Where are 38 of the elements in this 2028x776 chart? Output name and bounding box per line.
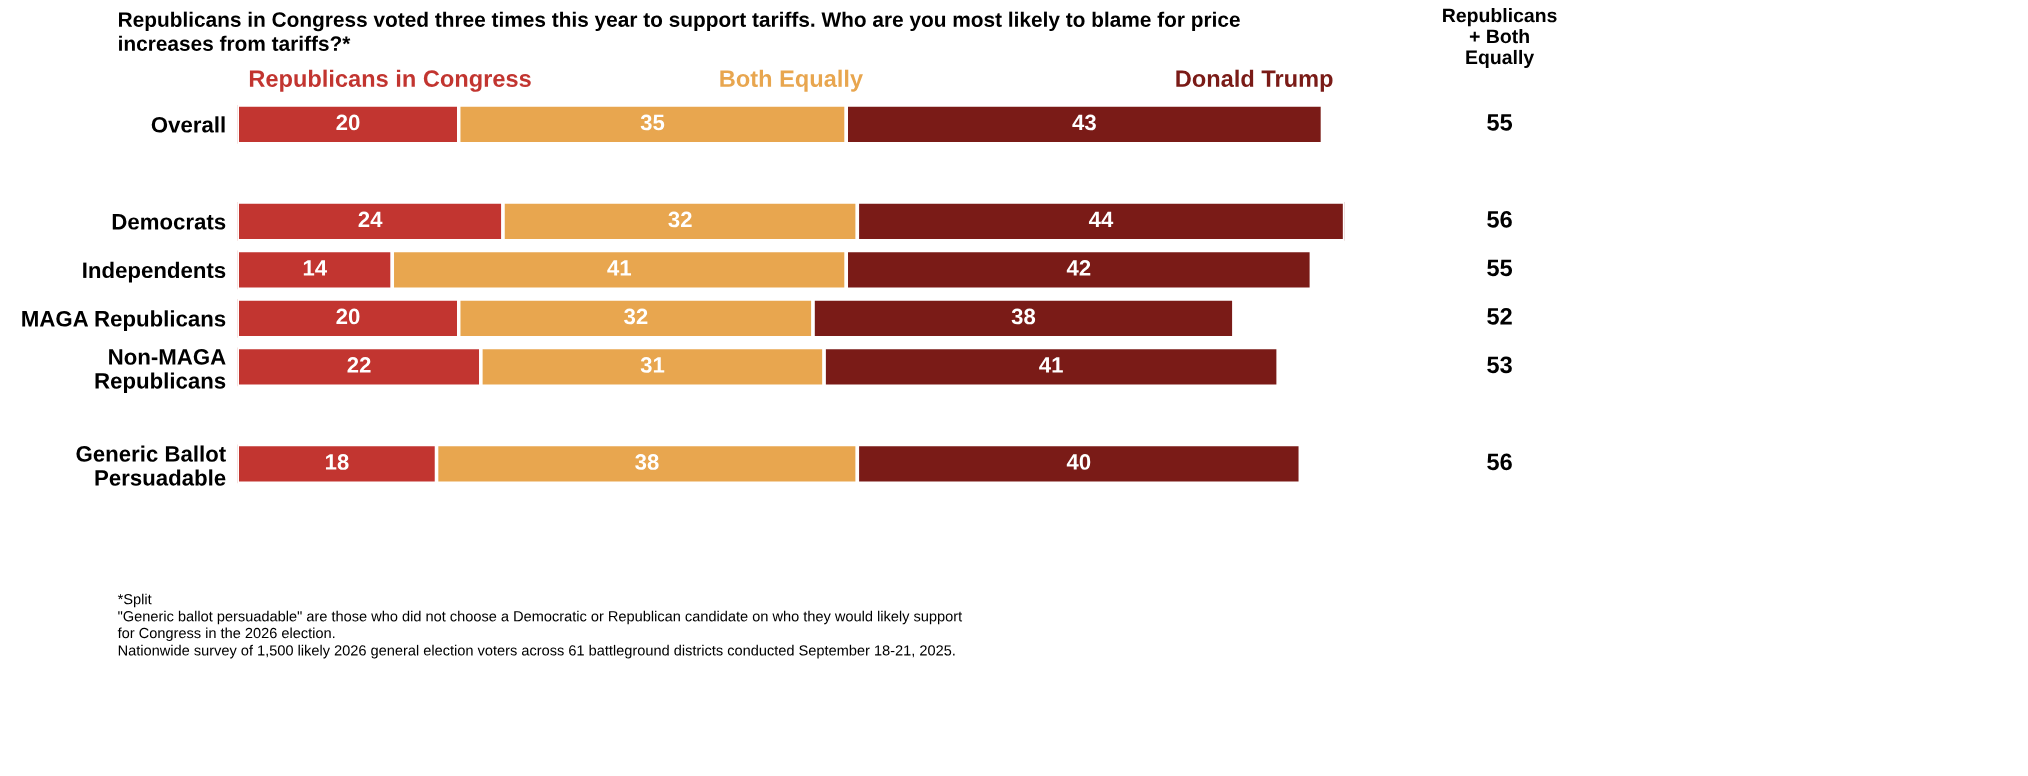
y-tick-label: Overall xyxy=(151,116,225,133)
y-tick-label: MAGA Republicans xyxy=(22,310,226,332)
data-label: 38 xyxy=(635,454,659,470)
data-label: 41 xyxy=(607,260,632,276)
text: 55 xyxy=(1487,259,1513,277)
series-label: Donald Trump xyxy=(1176,69,1333,92)
data-label: 38 xyxy=(1011,308,1036,325)
text: "Generic ballot persuadable" are those who did not choose a Democratic or Republican candidate on who they would likely support for Congress in the 2026 election. xyxy=(117,610,963,642)
data-label: 31 xyxy=(640,357,665,373)
text: 52 xyxy=(1487,307,1512,325)
data-label: 24 xyxy=(358,211,383,228)
y-tick-label: Generic Ballot Persuadable xyxy=(76,445,226,486)
data-label: 20 xyxy=(336,308,360,325)
data-label: 42 xyxy=(1066,260,1091,276)
text: 56 xyxy=(1487,210,1512,228)
y-tick-label: Independents xyxy=(83,261,226,283)
data-label: 44 xyxy=(1088,211,1114,228)
text: Nationwide survey of 1,500 likely 2026 general election voters across 61 battleground districts conducted September 18-21, 2025. xyxy=(118,644,955,659)
text: 56 xyxy=(1487,453,1512,471)
text: 53 xyxy=(1487,356,1512,374)
data-label: 41 xyxy=(1039,357,1063,373)
data-label: 32 xyxy=(624,308,648,325)
data-label: 14 xyxy=(303,260,328,276)
y-tick-label: Democrats xyxy=(112,214,226,230)
text: Republicans + Both Equally xyxy=(1443,8,1557,69)
data-label: 22 xyxy=(347,357,371,373)
data-label: 20 xyxy=(336,114,360,131)
data-label: 32 xyxy=(668,211,692,228)
data-label: 18 xyxy=(325,454,349,470)
data-label: 40 xyxy=(1066,454,1091,470)
series-label: Both Equally xyxy=(720,69,863,92)
data-label: 35 xyxy=(640,114,665,131)
text: *Split xyxy=(117,593,152,608)
chart-title: Republicans in Congress voted three times this year to support tariffs. Who are you most likely to blame for price increases from tariffs?* xyxy=(119,11,1240,51)
text: 55 xyxy=(1487,114,1513,131)
series-label: Republicans in Congress xyxy=(249,69,531,92)
y-tick-label: Non-MAGA Republicans xyxy=(95,349,226,394)
data-label: 43 xyxy=(1072,114,1096,131)
